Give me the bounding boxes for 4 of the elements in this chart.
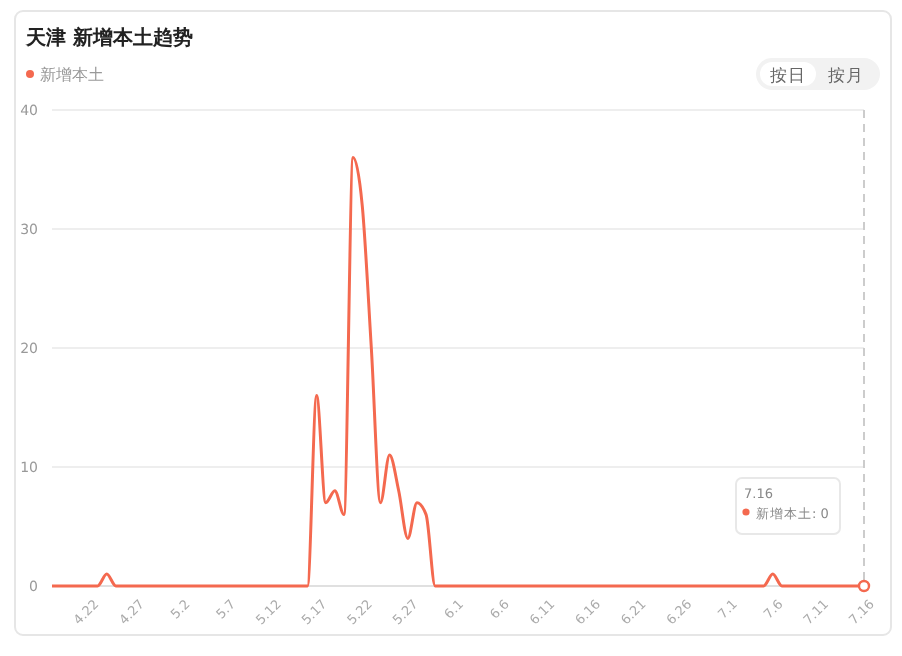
legend-label: 新增本土 [40,66,104,84]
text: 按月 [828,65,864,87]
text: 按日 [770,65,806,87]
chart-title: 天津 新增本土趋势 [24,26,193,50]
